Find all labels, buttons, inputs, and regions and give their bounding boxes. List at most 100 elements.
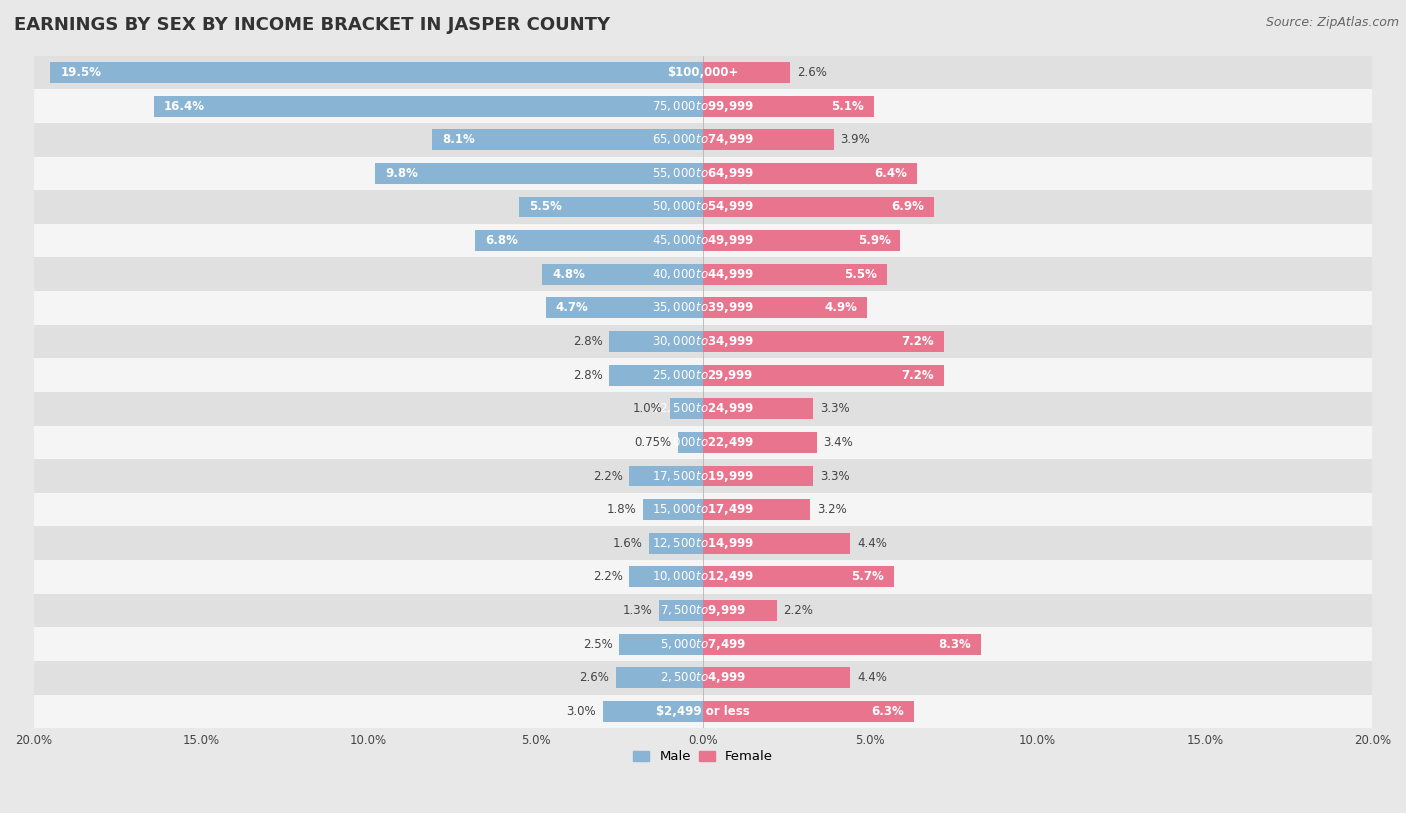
Bar xyxy=(703,499,810,520)
Text: $22,500 to $24,999: $22,500 to $24,999 xyxy=(652,402,754,416)
Bar xyxy=(34,123,1372,157)
Bar xyxy=(34,425,1372,459)
Text: 0.75%: 0.75% xyxy=(634,436,671,449)
Text: 6.9%: 6.9% xyxy=(891,201,924,214)
Text: 2.2%: 2.2% xyxy=(593,571,623,584)
Bar xyxy=(34,560,1372,593)
Bar xyxy=(703,466,814,486)
Bar xyxy=(34,694,1372,728)
Text: 4.8%: 4.8% xyxy=(553,267,585,280)
Text: $5,000 to $7,499: $5,000 to $7,499 xyxy=(659,637,747,652)
Bar xyxy=(703,701,914,722)
Bar xyxy=(51,62,703,83)
Bar xyxy=(703,96,873,116)
Bar xyxy=(34,459,1372,493)
Text: $17,500 to $19,999: $17,500 to $19,999 xyxy=(652,468,754,484)
Bar xyxy=(519,197,703,217)
Bar xyxy=(703,298,868,319)
Text: Source: ZipAtlas.com: Source: ZipAtlas.com xyxy=(1265,16,1399,29)
Text: 1.8%: 1.8% xyxy=(606,503,636,516)
Bar xyxy=(546,298,703,319)
Bar xyxy=(34,157,1372,190)
Bar xyxy=(34,661,1372,694)
Text: $12,500 to $14,999: $12,500 to $14,999 xyxy=(652,536,754,550)
Text: 3.4%: 3.4% xyxy=(824,436,853,449)
Text: 2.8%: 2.8% xyxy=(572,368,603,381)
Legend: Male, Female: Male, Female xyxy=(627,746,779,769)
Bar xyxy=(432,129,703,150)
Bar xyxy=(34,55,1372,89)
Bar xyxy=(669,398,703,420)
Text: 5.5%: 5.5% xyxy=(844,267,877,280)
Text: EARNINGS BY SEX BY INCOME BRACKET IN JASPER COUNTY: EARNINGS BY SEX BY INCOME BRACKET IN JAS… xyxy=(14,16,610,34)
Bar xyxy=(630,567,703,587)
Bar xyxy=(630,466,703,486)
Text: 4.4%: 4.4% xyxy=(858,537,887,550)
Bar xyxy=(643,499,703,520)
Bar xyxy=(34,89,1372,123)
Text: $75,000 to $99,999: $75,000 to $99,999 xyxy=(652,98,754,114)
Text: 5.5%: 5.5% xyxy=(529,201,562,214)
Bar xyxy=(703,129,834,150)
Text: 5.9%: 5.9% xyxy=(858,234,890,247)
Bar xyxy=(703,667,851,689)
Bar xyxy=(703,365,943,385)
Text: 2.6%: 2.6% xyxy=(797,66,827,79)
Text: $40,000 to $44,999: $40,000 to $44,999 xyxy=(652,267,754,282)
Bar xyxy=(659,600,703,621)
Text: $15,000 to $17,499: $15,000 to $17,499 xyxy=(652,502,754,517)
Text: 1.3%: 1.3% xyxy=(623,604,652,617)
Text: 2.2%: 2.2% xyxy=(783,604,813,617)
Text: $50,000 to $54,999: $50,000 to $54,999 xyxy=(652,199,754,215)
Text: $35,000 to $39,999: $35,000 to $39,999 xyxy=(652,300,754,315)
Text: $10,000 to $12,499: $10,000 to $12,499 xyxy=(652,569,754,585)
Bar xyxy=(619,634,703,654)
Bar xyxy=(703,197,934,217)
Text: 7.2%: 7.2% xyxy=(901,335,934,348)
Text: 3.0%: 3.0% xyxy=(567,705,596,718)
Bar xyxy=(616,667,703,689)
Text: 1.0%: 1.0% xyxy=(633,402,662,415)
Text: $7,500 to $9,999: $7,500 to $9,999 xyxy=(659,603,747,618)
Bar xyxy=(603,701,703,722)
Bar xyxy=(34,291,1372,324)
Bar xyxy=(543,264,703,285)
Bar xyxy=(703,264,887,285)
Text: 3.2%: 3.2% xyxy=(817,503,846,516)
Text: 3.3%: 3.3% xyxy=(820,470,849,483)
Bar xyxy=(609,365,703,385)
Bar xyxy=(375,163,703,184)
Bar xyxy=(703,230,900,251)
Bar xyxy=(34,493,1372,527)
Text: 3.3%: 3.3% xyxy=(820,402,849,415)
Bar xyxy=(609,331,703,352)
Text: 6.4%: 6.4% xyxy=(875,167,907,180)
Bar xyxy=(703,398,814,420)
Text: $25,000 to $29,999: $25,000 to $29,999 xyxy=(652,367,754,383)
Text: $55,000 to $64,999: $55,000 to $64,999 xyxy=(652,166,754,180)
Text: 2.2%: 2.2% xyxy=(593,470,623,483)
Text: $30,000 to $34,999: $30,000 to $34,999 xyxy=(652,334,754,349)
Text: 6.3%: 6.3% xyxy=(872,705,904,718)
Bar xyxy=(34,593,1372,628)
Text: 7.2%: 7.2% xyxy=(901,368,934,381)
Bar xyxy=(703,62,790,83)
Bar xyxy=(703,567,894,587)
Bar xyxy=(34,628,1372,661)
Text: 19.5%: 19.5% xyxy=(60,66,101,79)
Text: 3.9%: 3.9% xyxy=(841,133,870,146)
Text: 2.6%: 2.6% xyxy=(579,672,609,685)
Text: $100,000+: $100,000+ xyxy=(668,66,738,79)
Bar xyxy=(703,331,943,352)
Bar xyxy=(34,527,1372,560)
Bar xyxy=(475,230,703,251)
Bar xyxy=(34,258,1372,291)
Bar xyxy=(703,163,917,184)
Bar xyxy=(34,392,1372,425)
Text: 8.1%: 8.1% xyxy=(441,133,475,146)
Bar xyxy=(34,324,1372,359)
Bar xyxy=(703,432,817,453)
Bar xyxy=(703,533,851,554)
Text: $2,499 or less: $2,499 or less xyxy=(657,705,749,718)
Bar xyxy=(34,359,1372,392)
